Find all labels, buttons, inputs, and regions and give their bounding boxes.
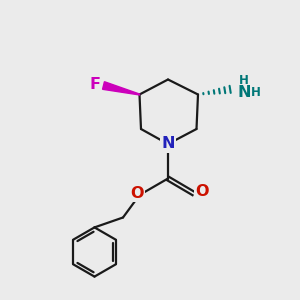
Text: N: N [237, 85, 251, 100]
Text: O: O [130, 186, 144, 201]
Text: H: H [251, 85, 261, 99]
Text: N: N [161, 136, 175, 152]
Polygon shape [103, 82, 140, 95]
Text: H: H [239, 74, 249, 88]
Text: O: O [195, 184, 209, 199]
Text: F: F [89, 77, 100, 92]
